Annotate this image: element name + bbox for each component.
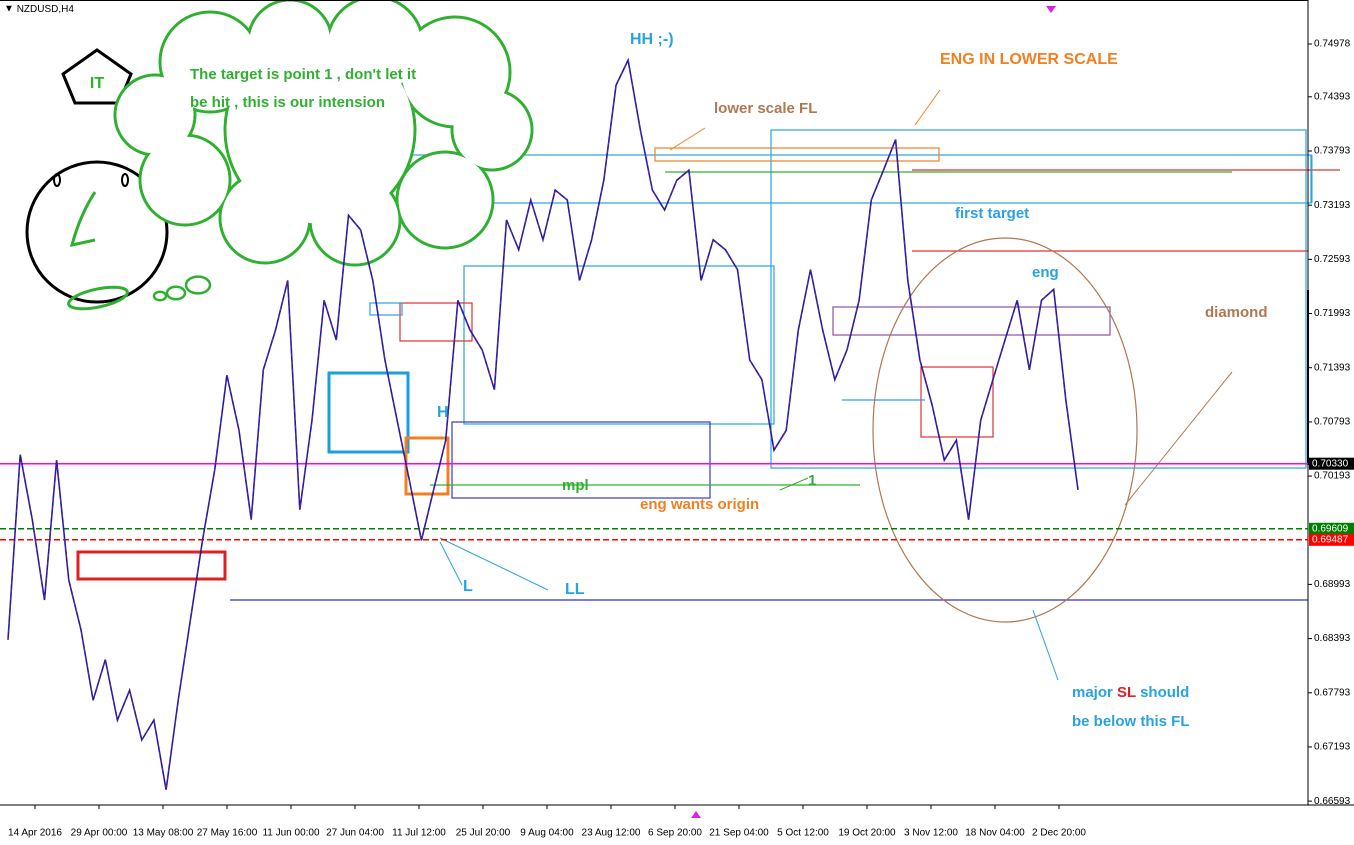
chart: 0.74978 0.74393 0.73793 0.73193 0.72593 0.719… bbox=[0, 0, 1354, 845]
cloud-fill bbox=[117, 77, 194, 154]
annotation: The target is point 1 , don't let it bbox=[190, 66, 416, 83]
annotation-part: should bbox=[1136, 684, 1189, 701]
annotation-part: major bbox=[1072, 684, 1117, 701]
y-tick-label: 0.67193 bbox=[1314, 742, 1351, 753]
annotation: lower scale FL bbox=[714, 100, 817, 117]
annotation: major SL should bbox=[1072, 684, 1189, 701]
y-tick-label: 0.68393 bbox=[1314, 633, 1351, 644]
y-tick-label: 0.67793 bbox=[1314, 687, 1351, 698]
annotation: ENG IN LOWER SCALE bbox=[940, 51, 1118, 68]
annotation: eng bbox=[1032, 264, 1059, 281]
x-tick-label: 19 Oct 20:00 bbox=[838, 828, 896, 839]
cloud-bubble bbox=[186, 277, 210, 294]
annotation: L bbox=[463, 578, 473, 595]
y-tick-label: 0.72593 bbox=[1314, 254, 1351, 265]
cloud-fill bbox=[399, 154, 492, 247]
x-tick-label: 21 Sep 04:00 bbox=[709, 828, 769, 839]
x-tick-label: 23 Aug 12:00 bbox=[582, 828, 641, 839]
price-label: 0.69609 bbox=[1312, 523, 1349, 534]
annotation: IT bbox=[90, 75, 104, 92]
cloud-bubble bbox=[154, 292, 166, 300]
annotation: mpl bbox=[562, 477, 589, 494]
cloud-fill bbox=[454, 92, 531, 169]
annotation: be hit , this is our intension bbox=[190, 94, 385, 111]
symbol-title: ▼ NZDUSD,H4 bbox=[4, 4, 74, 15]
x-tick-label: 14 Apr 2016 bbox=[8, 828, 62, 839]
cloud-bubble bbox=[167, 287, 185, 300]
x-tick-label: 11 Jul 12:00 bbox=[392, 828, 446, 839]
x-tick-label: 25 Jul 20:00 bbox=[456, 828, 511, 839]
annotation-part: SL bbox=[1117, 684, 1136, 701]
x-tick-label: 27 Jun 04:00 bbox=[326, 828, 384, 839]
x-tick-label: 3 Nov 12:00 bbox=[904, 828, 958, 839]
cloud-fill bbox=[227, 37, 414, 224]
x-tick-label: 5 Oct 12:00 bbox=[777, 828, 829, 839]
annotation: 1 bbox=[808, 472, 816, 489]
y-tick-label: 0.70193 bbox=[1314, 471, 1351, 482]
x-tick-label: 9 Aug 04:00 bbox=[520, 828, 574, 839]
annotation: HH ;-) bbox=[630, 31, 674, 48]
x-tick-label: 13 May 08:00 bbox=[133, 828, 194, 839]
y-tick-label: 0.66593 bbox=[1314, 796, 1351, 807]
y-tick-label: 0.74393 bbox=[1314, 91, 1351, 102]
x-tick-label: 2 Dec 20:00 bbox=[1032, 828, 1086, 839]
x-tick-label: 18 Nov 04:00 bbox=[965, 828, 1025, 839]
y-tick-label: 0.71993 bbox=[1314, 308, 1351, 319]
y-tick-label: 0.73793 bbox=[1314, 146, 1351, 157]
annotation: first target bbox=[955, 205, 1029, 222]
y-tick-label: 0.70793 bbox=[1314, 417, 1351, 428]
symbol: NZDUSD,H4 bbox=[17, 4, 75, 15]
annotation: diamond bbox=[1205, 304, 1268, 321]
x-tick-label: 6 Sep 20:00 bbox=[648, 828, 702, 839]
y-tick-label: 0.74978 bbox=[1314, 39, 1351, 50]
x-tick-label: 27 May 16:00 bbox=[197, 828, 258, 839]
y-tick-label: 0.71393 bbox=[1314, 362, 1351, 373]
price-label: 0.70330 bbox=[1312, 458, 1349, 469]
annotation: eng wants origin bbox=[640, 496, 759, 513]
y-tick-label: 0.73193 bbox=[1314, 200, 1351, 211]
x-tick-label: 11 Jun 00:00 bbox=[262, 828, 320, 839]
annotation: LL bbox=[565, 581, 585, 598]
y-tick-label: 0.68993 bbox=[1314, 579, 1351, 590]
x-tick-label: 29 Apr 00:00 bbox=[71, 828, 128, 839]
annotation: be below this FL bbox=[1072, 713, 1190, 730]
price-label: 0.69487 bbox=[1312, 534, 1349, 545]
annotation: H bbox=[437, 404, 449, 421]
